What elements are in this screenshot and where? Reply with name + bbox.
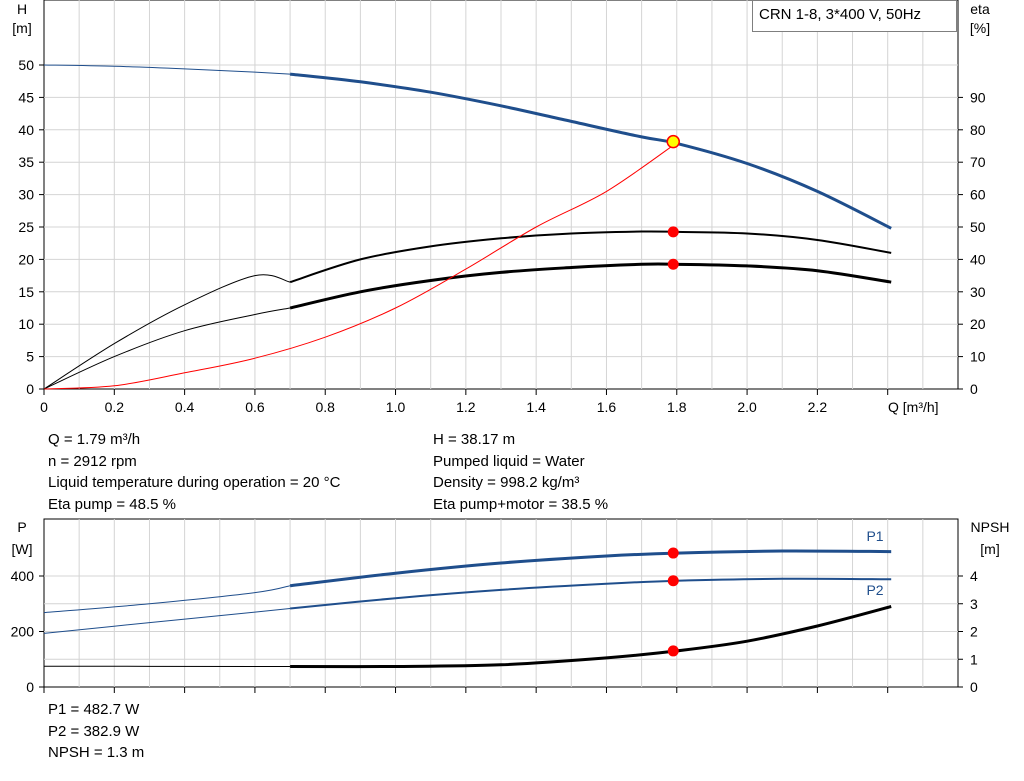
x-tick-label: 0.2: [105, 399, 125, 415]
y-right-tick-label: 80: [970, 122, 986, 138]
power-point-marker: [667, 645, 679, 657]
y-left-tick-label: 50: [18, 57, 34, 73]
eta-pump-readout: Eta pump = 48.5 %: [48, 495, 176, 513]
bottom-ticks: 0 200 400 0 1 2 3 4: [11, 568, 978, 695]
x-tick-label: 1.2: [456, 399, 476, 415]
y-right-tick-label: 0: [970, 381, 978, 397]
x-tick-label: 2.2: [808, 399, 828, 415]
op-readout-right: H = 38.17 m Pumped liquid = Water Densit…: [433, 429, 608, 515]
axis-labels: H [m] eta [%] Q [m³/h] P [W] NPSH [m]: [12, 1, 1010, 557]
npsh-readout: NPSH = 1.3 m: [48, 744, 145, 761]
x-tick-label: 1.8: [667, 399, 687, 415]
x-tick-label: 1.4: [526, 399, 546, 415]
temperature-readout: Liquid temperature during operation = 20…: [48, 474, 341, 491]
x-axis-label: Q [m³/h]: [888, 399, 939, 415]
x-tick-label: 2.0: [737, 399, 757, 415]
x-tick-label: 0.4: [175, 399, 195, 415]
p-tick-label: 0: [26, 679, 34, 695]
eta-pump-curve-extension: [43, 274, 291, 390]
y-left-tick-label: 35: [18, 154, 34, 170]
y-left-tick-label: 10: [18, 316, 34, 332]
bottom-grid: [43, 518, 959, 688]
speed-readout: n = 2912 rpm: [48, 452, 137, 470]
p1-curve-extension: [43, 585, 291, 614]
y-right-tick-label: 60: [970, 187, 986, 203]
npsh-tick-label: 4: [970, 568, 978, 584]
y-right-tick-label: 50: [970, 219, 986, 235]
head-curve: [289, 72, 892, 230]
eta-point-marker: [667, 258, 679, 270]
npsh-tick-label: 0: [970, 679, 978, 695]
eta-point-marker: [667, 226, 679, 238]
x-tick-label: 0.6: [245, 399, 265, 415]
p1-series-label: P1: [866, 528, 883, 544]
top-y-right-label-line2: [%]: [970, 20, 990, 36]
p-tick-label: 400: [11, 568, 35, 584]
power-point-marker: [667, 575, 679, 587]
p2-curve: [290, 577, 892, 610]
p1-readout: P1 = 482.7 W: [48, 701, 140, 718]
y-left-tick-label: 30: [18, 187, 34, 203]
p2-curve-extension: [43, 608, 291, 634]
operating-point-marker: [666, 134, 681, 149]
y-left-tick-label: 45: [18, 89, 34, 105]
top-y-left-label-line2: [m]: [12, 20, 31, 36]
x-tick-label: 1.0: [386, 399, 406, 415]
y-left-tick-label: 15: [18, 284, 34, 300]
eta-pump-curve: [289, 230, 892, 284]
y-left-tick-label: 40: [18, 122, 34, 138]
power-point-marker: [667, 547, 679, 559]
p2-readout: P2 = 382.9 W: [48, 722, 140, 740]
bottom-y-right-label-line1: NPSH: [971, 519, 1010, 535]
y-right-tick-label: 70: [970, 154, 986, 170]
x-tick-label: 0: [40, 399, 48, 415]
pump-model-legend: CRN 1-8, 3*400 V, 50Hz: [752, 0, 957, 32]
bottom-series: P1 P2: [43, 528, 892, 669]
y-right-tick-label: 10: [970, 349, 986, 365]
eta-pump-motor-readout: Eta pump+motor = 38.5 %: [433, 495, 609, 513]
y-left-tick-label: 0: [26, 381, 34, 397]
y-left-tick-label: 5: [26, 349, 34, 365]
liquid-readout: Pumped liquid = Water: [433, 452, 585, 470]
head-readout: H = 38.17 m: [433, 431, 516, 448]
npsh-tick-label: 3: [970, 596, 978, 612]
top-y-right-label-line1: eta: [970, 1, 990, 17]
y-left-tick-label: 20: [18, 251, 34, 267]
y-right-tick-label: 20: [970, 316, 986, 332]
bottom-y-left-label-line2: [W]: [12, 541, 33, 557]
npsh-curve: [290, 605, 892, 669]
op-readout-left: Q = 1.79 m³/h n = 2912 rpm Liquid temper…: [48, 429, 340, 515]
npsh-tick-label: 2: [970, 624, 978, 640]
flow-readout: Q = 1.79 m³/h: [48, 431, 141, 448]
y-right-tick-label: 30: [970, 284, 986, 300]
eta-pump-motor-curve-extension: [43, 307, 291, 390]
p1-curve: [289, 549, 892, 588]
density-readout: Density = 998.2 kg/m³: [433, 474, 580, 491]
y-right-tick-label: 90: [970, 89, 986, 105]
p2-series-label: P2: [866, 582, 883, 598]
top-y-left-label-line1: H: [17, 1, 27, 17]
power-readout: P1 = 482.7 W P2 = 382.9 W NPSH = 1.3 m: [48, 699, 144, 764]
x-tick-label: 1.6: [597, 399, 617, 415]
head-curve-extension: [43, 64, 291, 75]
top-ticks: 0 0.2 0.4 0.6 0.8 1.0 1.2 1.4 1.6 1.8 2.0 2.2 0 5 10 15…: [18, 57, 985, 415]
p-tick-label: 200: [11, 624, 35, 640]
y-left-tick-label: 25: [18, 219, 34, 235]
y-right-tick-label: 40: [970, 251, 986, 267]
top-series: [43, 64, 892, 390]
eta-pump-motor-curve: [289, 262, 892, 310]
top-grid: [43, 0, 959, 390]
npsh-tick-label: 1: [970, 651, 978, 667]
bottom-y-left-label-line1: P: [17, 519, 26, 535]
x-tick-label: 0.8: [315, 399, 335, 415]
eta-red-curve: [43, 142, 678, 390]
bottom-y-right-label-line2: [m]: [980, 541, 999, 557]
